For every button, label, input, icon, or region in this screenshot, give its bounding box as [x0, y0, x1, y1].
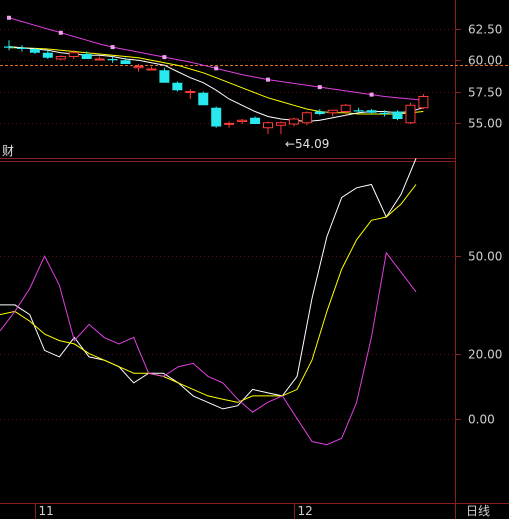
candle [55, 55, 66, 61]
candle-body [94, 58, 105, 61]
ma-long-marker [317, 85, 322, 90]
candle [379, 110, 390, 117]
candle [366, 109, 377, 114]
candle [211, 106, 222, 128]
price-tick-label: 62.50 [468, 23, 502, 37]
candle-body [353, 110, 364, 112]
candle-body [301, 112, 312, 124]
candle-body [107, 59, 118, 61]
candle [275, 121, 286, 135]
candle [405, 102, 416, 124]
price-tick-label: 57.50 [468, 86, 502, 100]
candle [42, 50, 53, 59]
candle [120, 57, 131, 64]
candle [4, 40, 14, 51]
time-axis-label: 12 [298, 504, 313, 518]
indicator-k-line [0, 158, 417, 410]
price-tick-label: 60.00 [468, 54, 502, 68]
candle-body [120, 60, 131, 64]
candle-body [185, 91, 196, 93]
candle-body [172, 82, 183, 91]
candle-body [327, 109, 338, 114]
candle [224, 121, 235, 128]
period-label[interactable]: 日线 [466, 504, 490, 518]
candle [301, 111, 312, 126]
candle [81, 51, 92, 59]
ma-long-marker [162, 55, 167, 60]
candle-body [263, 122, 273, 129]
candle [172, 81, 183, 92]
candle-body [146, 68, 157, 71]
candle [340, 104, 351, 116]
price-tick-label: 55.00 [468, 117, 502, 131]
candle-body [55, 56, 66, 60]
candle-body [366, 110, 377, 113]
candle [353, 107, 364, 113]
candle [198, 91, 209, 106]
candle-body [237, 119, 248, 122]
ma-long-marker [266, 77, 270, 82]
indicator-tick-label: 50.00 [468, 250, 502, 264]
candle [146, 66, 157, 71]
candle-body [275, 122, 286, 126]
candle [159, 67, 170, 83]
candle-body [379, 112, 390, 114]
candle [185, 89, 196, 99]
candle [250, 116, 261, 124]
time-axis-label: 11 [39, 504, 54, 518]
ma-long-marker [369, 92, 374, 97]
candle-body [211, 107, 222, 127]
ma-long-marker [214, 66, 219, 71]
candle-body [392, 111, 403, 119]
candle-body [133, 66, 144, 69]
candle [263, 121, 273, 134]
candle-body [314, 111, 325, 114]
candle [94, 56, 105, 61]
candle-body [198, 92, 209, 106]
ma-long-marker [7, 15, 11, 20]
candle-body [4, 46, 14, 48]
candle [107, 56, 118, 63]
candle [418, 94, 429, 109]
candle-body [250, 117, 261, 124]
candle-body [288, 118, 299, 125]
candle [133, 64, 144, 72]
candle-body [16, 47, 27, 49]
candle [237, 119, 248, 124]
low-price-annotation: ←54.09 [285, 137, 329, 151]
candle-body [81, 54, 92, 59]
indicator-d-line [0, 184, 417, 403]
ma-long-marker [58, 30, 63, 35]
indicator-tick-label: 0.00 [468, 413, 495, 427]
indicator-panel: 50.00 20.00 0.00 11 12 [0, 158, 502, 519]
indicator-j-line [0, 251, 417, 446]
candle-body [68, 52, 79, 57]
candle [16, 45, 27, 52]
candle [29, 47, 40, 54]
candle-body [340, 104, 351, 112]
candle-body [418, 96, 429, 109]
candle [392, 110, 403, 121]
candle [327, 109, 338, 117]
financial-report-tag: 财 [2, 144, 14, 158]
candle-body [224, 122, 235, 125]
candle-body [42, 52, 53, 58]
candle-body [159, 70, 170, 83]
candle [68, 50, 79, 59]
candle [288, 117, 299, 127]
candle [314, 109, 325, 116]
indicator-tick-label: 20.00 [468, 348, 502, 362]
ma-long-marker [110, 45, 115, 50]
price-panel: 62.50 60.00 57.50 55.00 ←54.09 [0, 15, 509, 151]
candle-body [405, 104, 416, 124]
candle-body [29, 49, 40, 53]
